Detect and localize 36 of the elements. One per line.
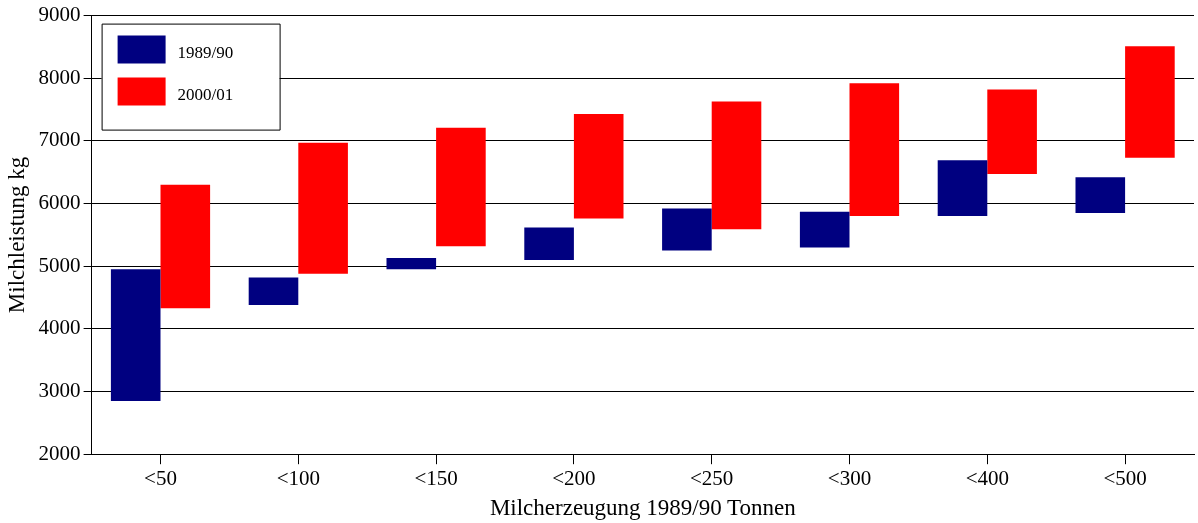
- x-tick-label: <150: [414, 466, 458, 491]
- y-tick-label: 3000: [38, 378, 81, 403]
- x-tick-label: <300: [827, 466, 872, 491]
- bar: [711, 101, 762, 230]
- bar: [662, 208, 712, 251]
- bar: [937, 160, 988, 217]
- bar: [573, 113, 624, 219]
- bar: [524, 227, 574, 260]
- legend-label: 1989/90: [177, 43, 234, 63]
- bar: [386, 258, 437, 270]
- bar: [298, 142, 348, 274]
- y-tick-label: 8000: [38, 64, 81, 89]
- y-tick-label: 9000: [38, 2, 81, 27]
- bar: [160, 184, 211, 309]
- x-tick-label: <400: [965, 466, 1009, 491]
- y-tick-label: 4000: [38, 315, 81, 340]
- y-tick-label: 6000: [38, 190, 81, 215]
- bar: [436, 127, 486, 247]
- bar: [849, 83, 900, 217]
- bar: [1075, 177, 1126, 213]
- y-tick-label: 7000: [38, 127, 81, 152]
- legend-label: 2000/01: [177, 85, 234, 105]
- x-tick-label: <250: [690, 466, 734, 491]
- bar: [1125, 46, 1175, 158]
- x-axis-title: Milcherzeugung 1989/90 Tonnen: [489, 495, 797, 521]
- x-tick-label: <500: [1103, 466, 1147, 491]
- x-tick-label: <100: [276, 466, 320, 491]
- bar: [248, 277, 299, 306]
- bar: [799, 211, 850, 248]
- bar: [987, 89, 1037, 175]
- y-axis-title: Milchleistung kg: [3, 156, 29, 314]
- bar: [110, 269, 161, 401]
- y-tick-label: 5000: [38, 252, 81, 277]
- x-tick-label: <200: [552, 466, 596, 491]
- x-tick-label: <50: [144, 466, 177, 491]
- y-tick-label: 2000: [38, 440, 81, 465]
